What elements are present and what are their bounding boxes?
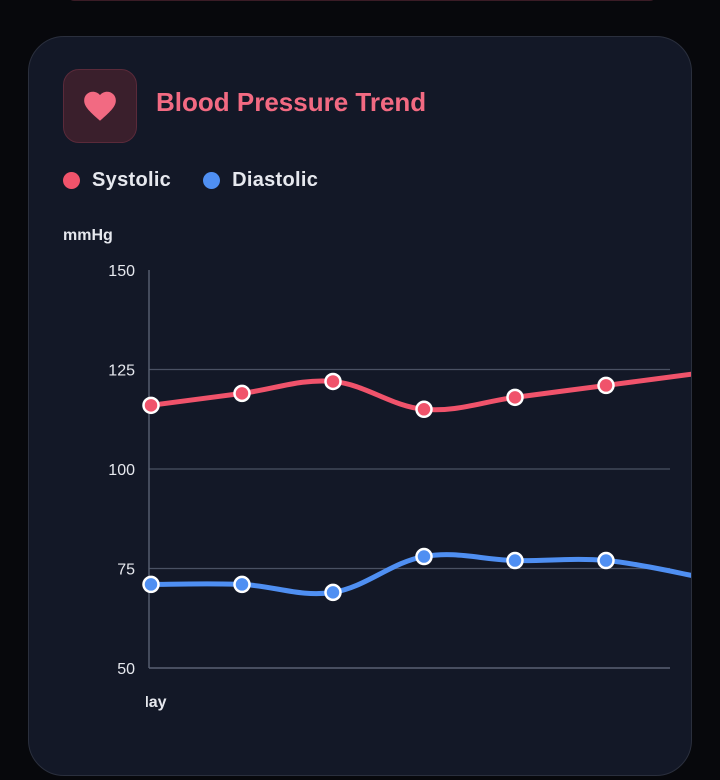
data-point-diastolic-0 (142, 575, 160, 594)
data-point-systolic-1 (233, 384, 251, 403)
data-point-systolic-3 (415, 400, 433, 419)
legend-item-diastolic[interactable]: Diastolic (203, 169, 318, 192)
data-point-diastolic-5 (597, 551, 615, 570)
blood-pressure-card: Blood Pressure Trend Systolic Diastolic … (28, 36, 692, 776)
legend-dot-diastolic (203, 172, 221, 189)
legend-dot-systolic (63, 172, 80, 189)
data-point-systolic-5 (597, 376, 615, 395)
legend-label-systolic: Systolic (92, 169, 172, 191)
data-point-diastolic-3 (415, 547, 433, 566)
y-axis-label: mmHg (63, 227, 113, 244)
legend-item-systolic[interactable]: Systolic (63, 169, 171, 192)
data-point-systolic-0 (142, 396, 160, 415)
y-tick-label-100: 100 (108, 462, 135, 479)
data-point-diastolic-1 (233, 575, 251, 594)
chart-legend: Systolic Diastolic (63, 169, 318, 192)
data-point-diastolic-4 (506, 551, 524, 570)
x-tick-label-0: May (135, 694, 166, 711)
legend-label-diastolic: Diastolic (232, 169, 319, 191)
y-tick-label-75: 75 (117, 562, 135, 579)
y-tick-label-125: 125 (108, 363, 135, 380)
y-tick-label-150: 150 (108, 263, 135, 280)
data-point-systolic-2 (324, 372, 342, 391)
bp-line-chart: 50 75 100 125 150 May (108, 263, 691, 711)
data-point-diastolic-2 (324, 583, 342, 602)
card-title: Blood Pressure Trend (156, 87, 427, 117)
data-point-systolic-4 (506, 388, 524, 407)
y-tick-label-50: 50 (117, 661, 135, 678)
heart-icon-badge (63, 69, 137, 143)
previous-card-edge (68, 0, 656, 1)
heart-icon (84, 91, 116, 121)
